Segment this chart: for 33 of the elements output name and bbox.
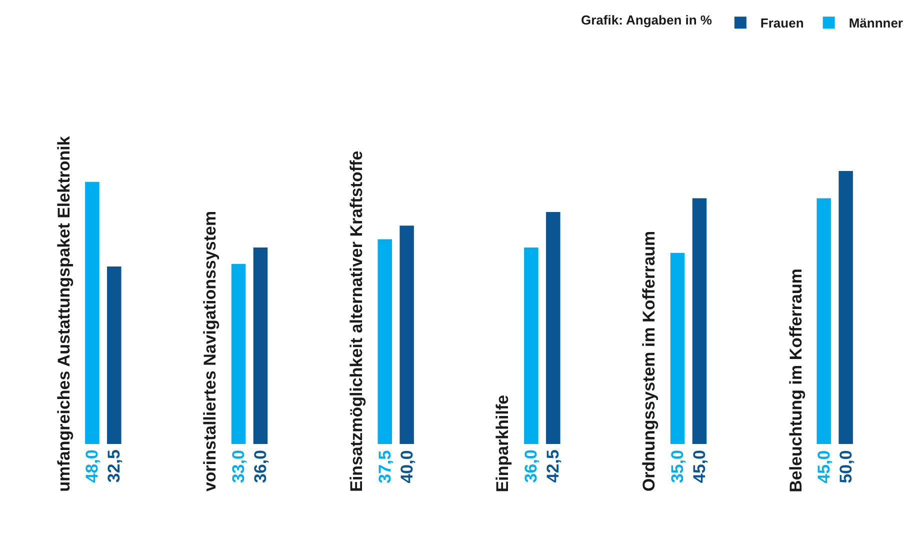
legend-title: Grafik: Angaben in % xyxy=(581,12,712,28)
data-label: 40,0 xyxy=(397,450,416,484)
bar xyxy=(253,247,268,444)
data-label: 37,5 xyxy=(375,450,394,484)
data-label: 48,0 xyxy=(82,450,102,483)
bar xyxy=(400,226,414,444)
x-tick-label: Ordnungssystem im Kofferraum xyxy=(640,230,659,492)
bar xyxy=(378,239,392,444)
x-tick-label: umfangreiches Austattungspaket Elektronik xyxy=(54,136,74,492)
legend-label: Frauen xyxy=(760,16,804,31)
bar xyxy=(816,198,831,444)
data-label: 33,0 xyxy=(229,450,248,484)
data-label: 45,0 xyxy=(690,450,709,483)
x-tick-label: Einparkhilfe xyxy=(493,394,512,492)
bar xyxy=(85,182,100,444)
data-label: 42,5 xyxy=(544,450,563,483)
bar xyxy=(692,198,707,444)
bar xyxy=(546,212,560,444)
bar xyxy=(670,252,685,444)
data-label: 36,0 xyxy=(250,450,270,483)
data-label: 35,0 xyxy=(668,450,688,484)
legend-label: Männner xyxy=(848,16,903,31)
data-label: 32,5 xyxy=(104,450,124,483)
bar xyxy=(107,266,122,444)
x-tick-label: vorinstalliertes Navigationssystem xyxy=(200,210,220,492)
bar xyxy=(524,247,538,444)
data-label: 36,0 xyxy=(522,450,541,483)
x-tick-label: Beleuchtung im Kofferraum xyxy=(786,268,806,492)
data-label: 45,0 xyxy=(814,450,834,484)
x-tick-label: Einsatzmöglichkeit alternativer Kraftstoffe xyxy=(346,150,366,492)
data-label: 50,0 xyxy=(836,450,856,484)
bar xyxy=(231,264,246,444)
bar xyxy=(838,171,853,444)
